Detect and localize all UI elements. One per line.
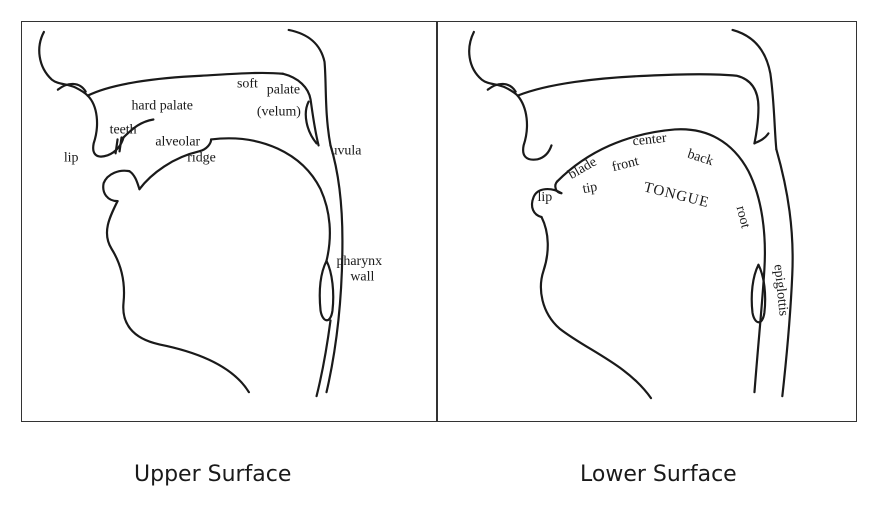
label-pharynx: pharynx: [336, 254, 382, 269]
nasal-back-outline: [287, 28, 332, 147]
label-center: center: [632, 131, 668, 150]
palate-outline: [516, 73, 760, 145]
caption-upper-surface: Upper Surface: [134, 462, 292, 487]
label-back: back: [686, 147, 716, 169]
label-tongue: TONGUE: [642, 180, 711, 212]
label-ridge: ridge: [187, 150, 216, 165]
label-uvula: uvula: [330, 143, 361, 158]
pharynx-rear-wall: [775, 148, 794, 398]
nose-outline: [468, 30, 519, 97]
hard-palate-outline: [86, 71, 284, 97]
pharynx-rear-wall: [325, 144, 344, 394]
label-front: front: [611, 154, 641, 175]
tongue-root-outline: [209, 137, 331, 262]
lower-surface-diagram: center blade front back lip tip TONGUE r…: [437, 21, 857, 422]
nostril-outline: [486, 82, 517, 93]
label-lip: lip: [538, 190, 553, 205]
jaw-outline: [105, 200, 250, 394]
label-teeth: teeth: [110, 122, 137, 137]
pharynx-lower-outline: [315, 319, 332, 398]
lower-lip-outline: [530, 188, 563, 219]
label-tip: tip: [581, 180, 598, 197]
jaw-outline: [539, 215, 653, 400]
epiglottis-outline: [318, 259, 335, 322]
lower-teeth-outline: [128, 170, 141, 191]
alveolar-pointer: [122, 118, 155, 139]
label-wall: wall: [350, 270, 374, 285]
nasal-back-outline: [731, 28, 778, 151]
tongue-tip-outline: [138, 138, 213, 191]
upper-teeth-outline: [114, 136, 123, 155]
nose-outline: [38, 30, 89, 97]
upper-surface-svg: soft palate hard palate (velum) teeth li…: [38, 28, 382, 398]
label-alveolar: alveolar: [155, 134, 200, 149]
tongue-surface-outline: [556, 128, 766, 394]
label-hard-palate: hard palate: [131, 99, 192, 114]
velum-inner-outline: [753, 132, 770, 145]
label-root: root: [733, 204, 753, 230]
label-palate: palate: [267, 83, 300, 98]
nostril-outline: [56, 82, 87, 93]
caption-lower-surface: Lower Surface: [580, 462, 737, 487]
label-epiglottis: epiglottis: [770, 264, 790, 317]
label-blade: blade: [566, 155, 600, 183]
soft-palate-outline: [281, 72, 320, 147]
epiglottis-outline: [750, 263, 767, 324]
label-lip: lip: [64, 150, 79, 165]
velum-inner-outline: [304, 100, 318, 145]
label-velum: (velum): [257, 105, 301, 120]
lower-lip-outline: [102, 169, 131, 203]
upper-lip-outline: [516, 94, 553, 161]
lower-surface-svg: center blade front back lip tip TONGUE r…: [468, 28, 794, 400]
upper-lip-outline: [86, 94, 125, 158]
upper-surface-diagram: soft palate hard palate (velum) teeth li…: [21, 21, 437, 422]
label-soft: soft: [237, 77, 258, 92]
